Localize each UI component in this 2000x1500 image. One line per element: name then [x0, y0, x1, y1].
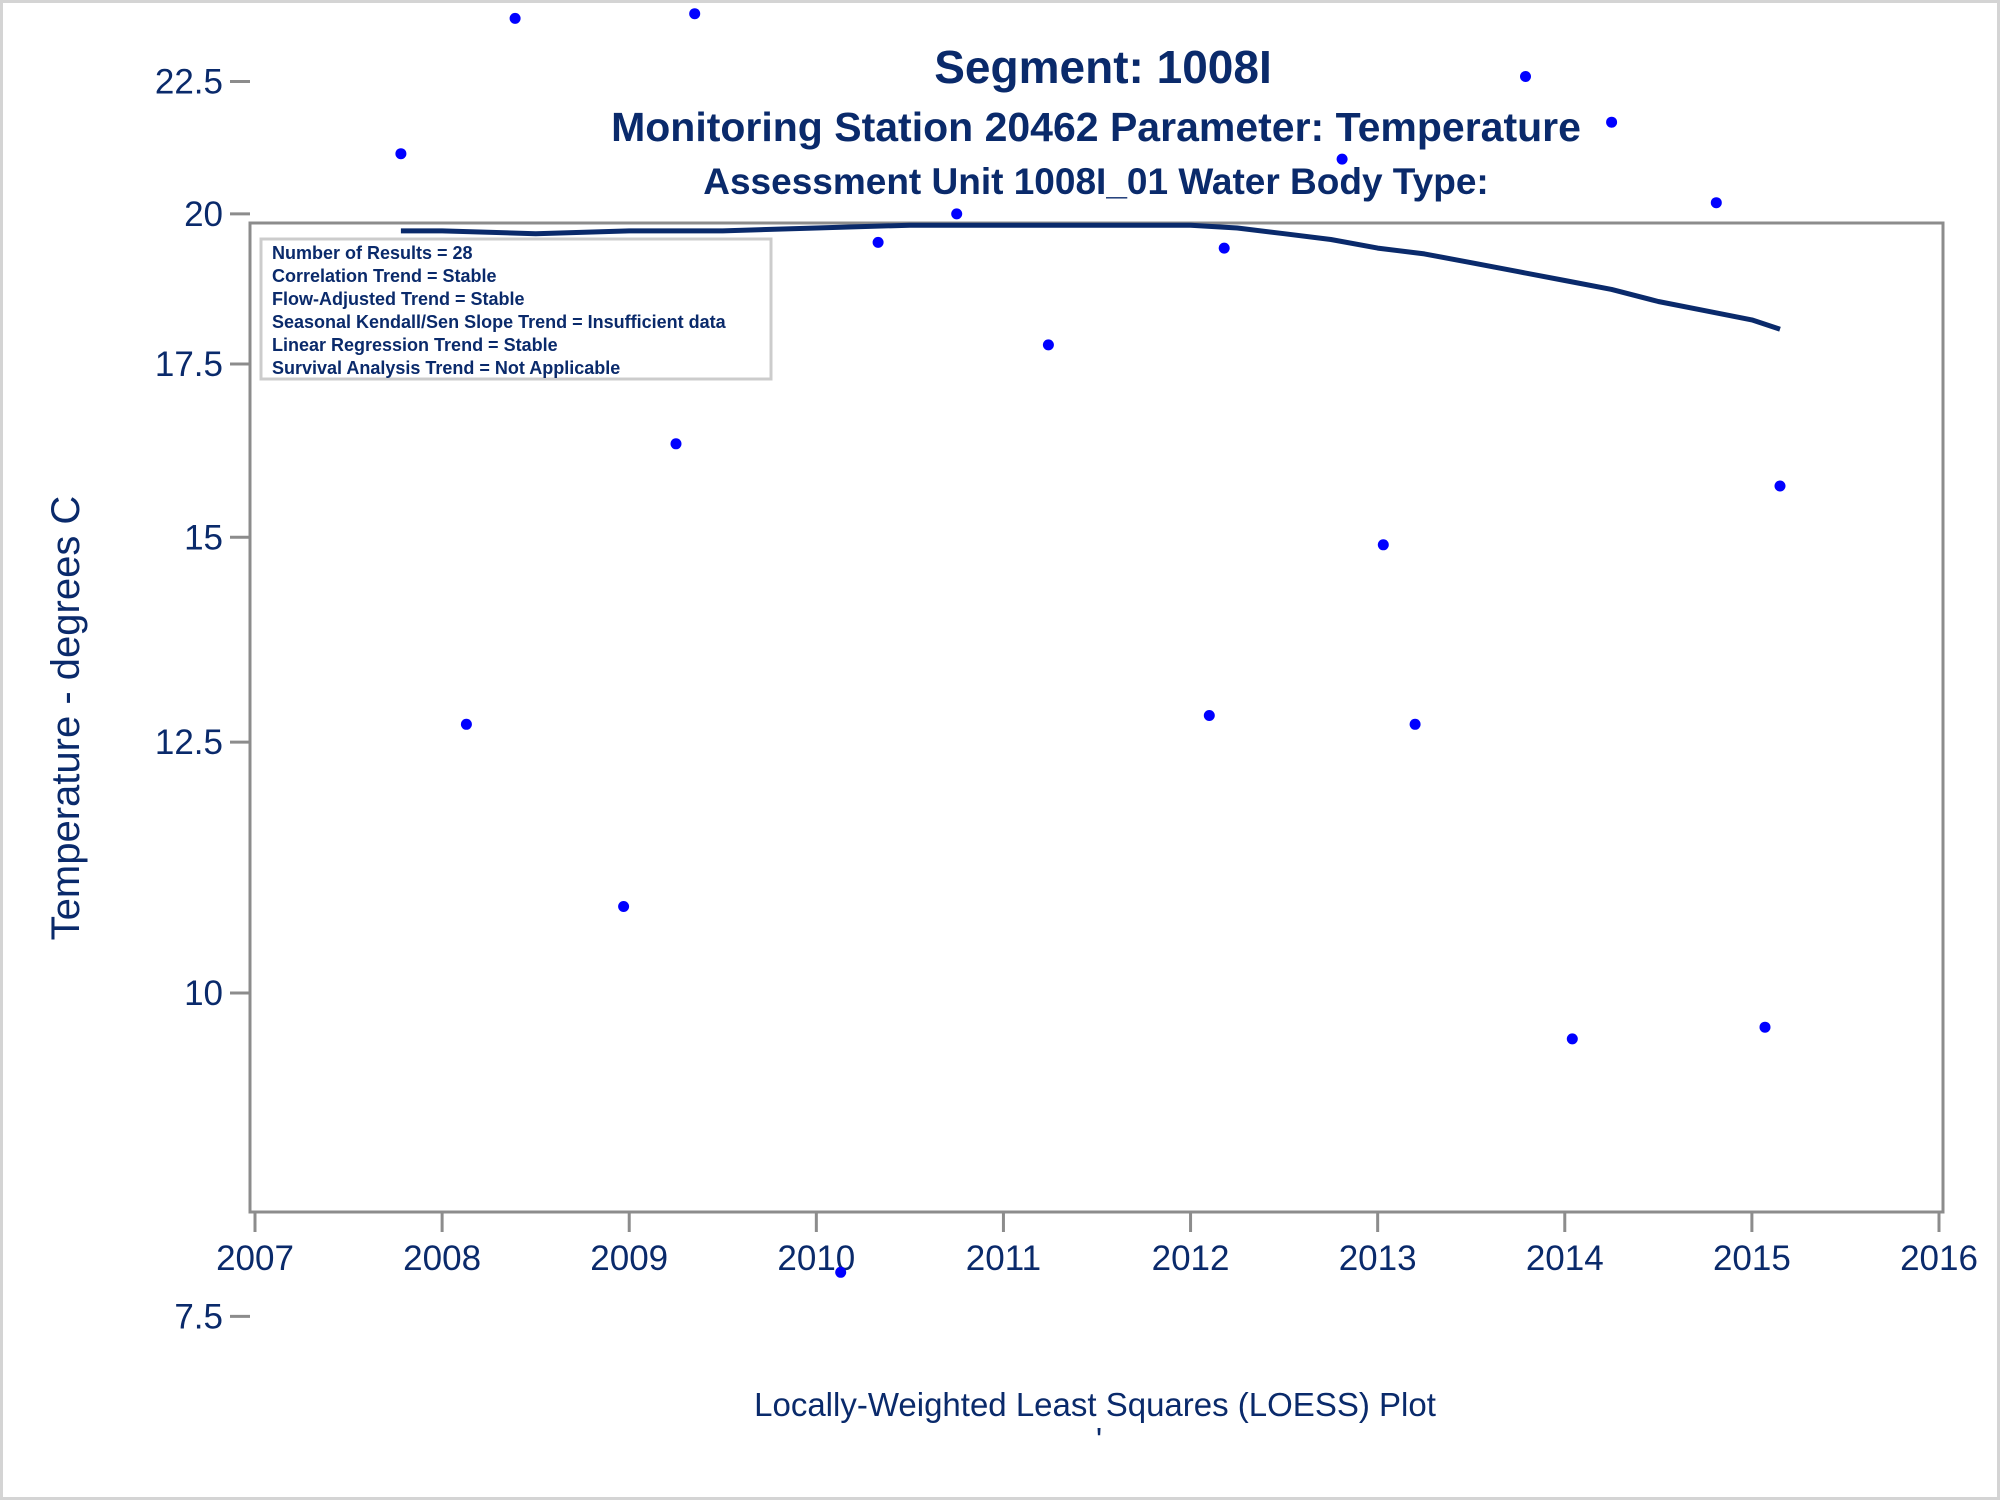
stats-survival-analysis-trend: Survival Analysis Trend = Not Applicable [272, 358, 620, 378]
data-point [951, 208, 963, 220]
footnote-mark: ' [1096, 1421, 1102, 1458]
stats-correlation-trend: Correlation Trend = Stable [272, 266, 497, 286]
data-point [689, 8, 701, 20]
chart-title: Segment: 1008I [934, 41, 1271, 93]
data-point [1566, 1033, 1578, 1045]
data-point [670, 438, 682, 450]
x-tick-label: 2015 [1713, 1239, 1791, 1278]
x-tick-label: 2008 [403, 1239, 481, 1278]
stats-number-of-results: Number of Results = 28 [272, 243, 473, 263]
stats-seasonal-kendall-trend: Seasonal Kendall/Sen Slope Trend = Insuf… [272, 312, 727, 332]
data-point [1710, 197, 1722, 209]
x-tick-label: 2012 [1152, 1239, 1230, 1278]
y-tick-label: 15 [184, 518, 223, 557]
footnote: Locally-Weighted Least Squares (LOESS) P… [754, 1386, 1436, 1423]
data-point [1218, 242, 1230, 254]
x-tick-label: 2014 [1526, 1239, 1604, 1278]
x-tick-label: 2007 [216, 1239, 294, 1278]
x-axis: 2007 2008 2009 2010 2011 2012 2013 2014 2015 2016 [216, 1212, 1978, 1278]
chart-subtitle-station: Monitoring Station 20462 Parameter: Temp… [611, 104, 1581, 150]
x-tick-label: 2016 [1900, 1239, 1978, 1278]
data-point [1606, 116, 1618, 128]
stats-flow-adjusted-trend: Flow-Adjusted Trend = Stable [272, 289, 525, 309]
data-point [1336, 153, 1348, 165]
y-axis-label: Temperature - degrees C [44, 496, 88, 941]
chart-subtitle-assessment: Assessment Unit 1008I_01 Water Body Type… [703, 161, 1489, 202]
data-point [835, 1266, 847, 1278]
stats-box-frame [259, 237, 773, 381]
stats-box: Number of Results = 28 Correlation Trend… [259, 237, 773, 381]
y-tick-label: 10 [184, 974, 223, 1013]
y-tick-label: 22.5 [155, 63, 223, 102]
loess-line [400, 222, 1781, 332]
y-tick-label: 7.5 [174, 1297, 223, 1336]
data-point [1774, 480, 1786, 492]
data-point [1409, 718, 1421, 730]
x-tick-label: 2013 [1339, 1239, 1417, 1278]
chart: Segment: 1008I Monitoring Station 20462 … [44, 8, 1978, 1458]
data-point [1377, 539, 1389, 551]
y-tick-label: 17.5 [155, 345, 223, 384]
data-point [395, 148, 407, 160]
data-point [618, 901, 630, 912]
series-layer [395, 8, 1786, 1278]
data-point [1203, 710, 1215, 721]
data-point [1759, 1021, 1771, 1033]
data-point [1042, 339, 1054, 351]
data-point [509, 12, 521, 24]
y-tick-label: 12.5 [155, 723, 223, 762]
x-tick-label: 2009 [590, 1239, 668, 1278]
x-tick-label: 2011 [966, 1239, 1041, 1278]
data-point [872, 236, 884, 248]
y-tick-label: 20 [184, 195, 223, 234]
data-point [460, 718, 472, 730]
data-point [1520, 71, 1531, 82]
stats-linear-regression-trend: Linear Regression Trend = Stable [272, 335, 558, 355]
